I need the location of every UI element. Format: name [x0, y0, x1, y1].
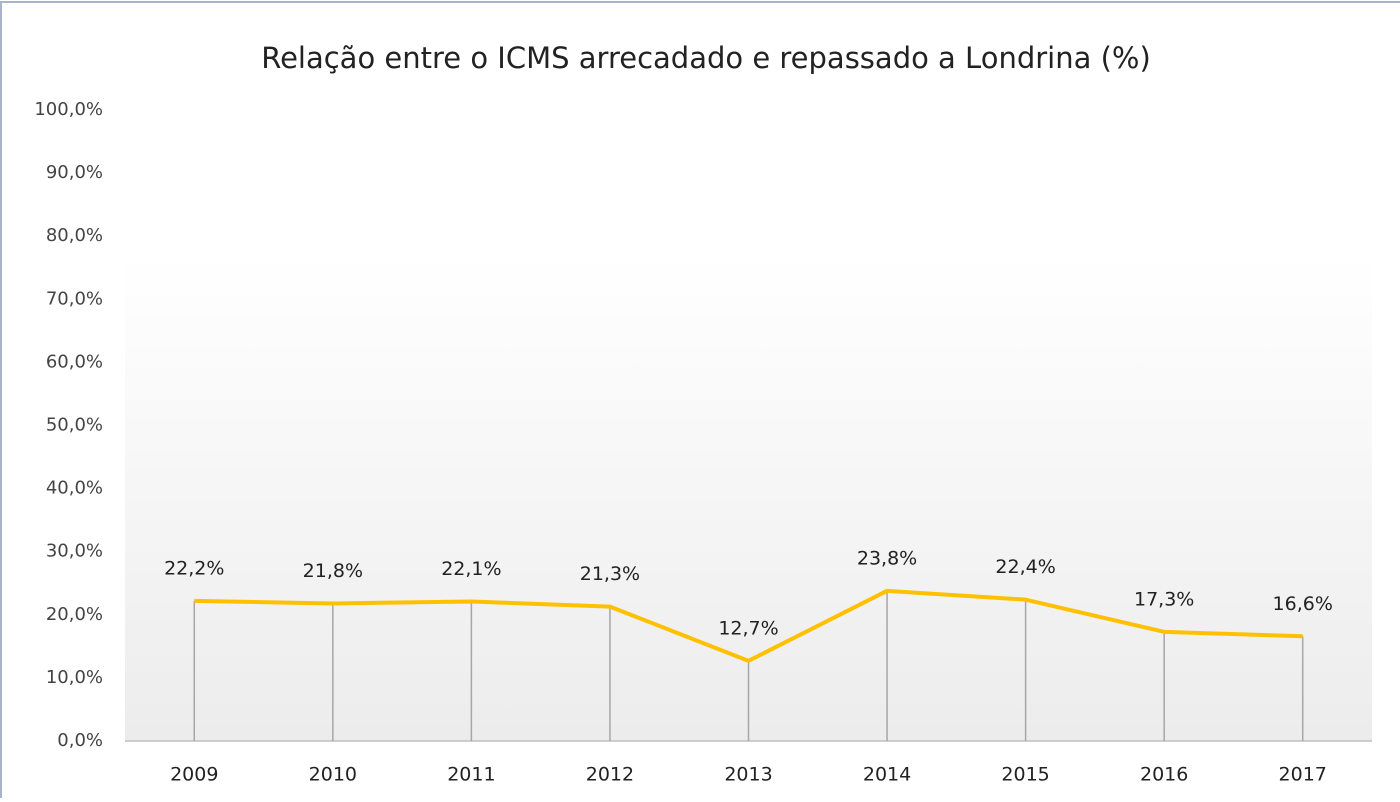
x-tick-label: 2010 [309, 764, 357, 786]
y-tick-label: 40,0% [46, 478, 103, 499]
y-tick-label: 30,0% [46, 541, 103, 562]
x-tick-label: 2012 [586, 764, 634, 786]
x-tick-label: 2015 [1001, 764, 1049, 786]
data-label: 22,4% [995, 556, 1055, 578]
y-tick-label: 10,0% [46, 667, 103, 688]
y-tick-label: 70,0% [46, 288, 103, 309]
data-label: 22,1% [441, 558, 501, 580]
x-tick-label: 2011 [447, 764, 495, 786]
y-tick-label: 90,0% [46, 162, 103, 183]
x-tick-label: 2013 [724, 764, 772, 786]
data-label: 12,7% [718, 617, 778, 639]
data-label: 17,3% [1134, 588, 1194, 610]
x-tick-label: 2014 [863, 764, 911, 786]
y-tick-label: 100,0% [34, 99, 103, 120]
data-label: 16,6% [1273, 593, 1333, 615]
x-tick-label: 2016 [1140, 764, 1188, 786]
data-label: 21,8% [303, 560, 363, 582]
data-label: 22,2% [164, 557, 224, 579]
x-tick-label: 2017 [1279, 764, 1327, 786]
line [194, 588, 1303, 663]
y-tick-label: 60,0% [46, 351, 103, 372]
y-tick-label: 0,0% [57, 730, 103, 751]
y-tick-label: 50,0% [46, 415, 103, 436]
data-label: 21,3% [580, 563, 640, 585]
chart-title: Relação entre o ICMS arrecadado e repass… [261, 41, 1151, 75]
data-label: 23,8% [857, 547, 917, 569]
x-tick-label: 2009 [170, 764, 218, 786]
y-tick-label: 20,0% [46, 604, 103, 625]
y-tick-label: 80,0% [46, 225, 103, 246]
